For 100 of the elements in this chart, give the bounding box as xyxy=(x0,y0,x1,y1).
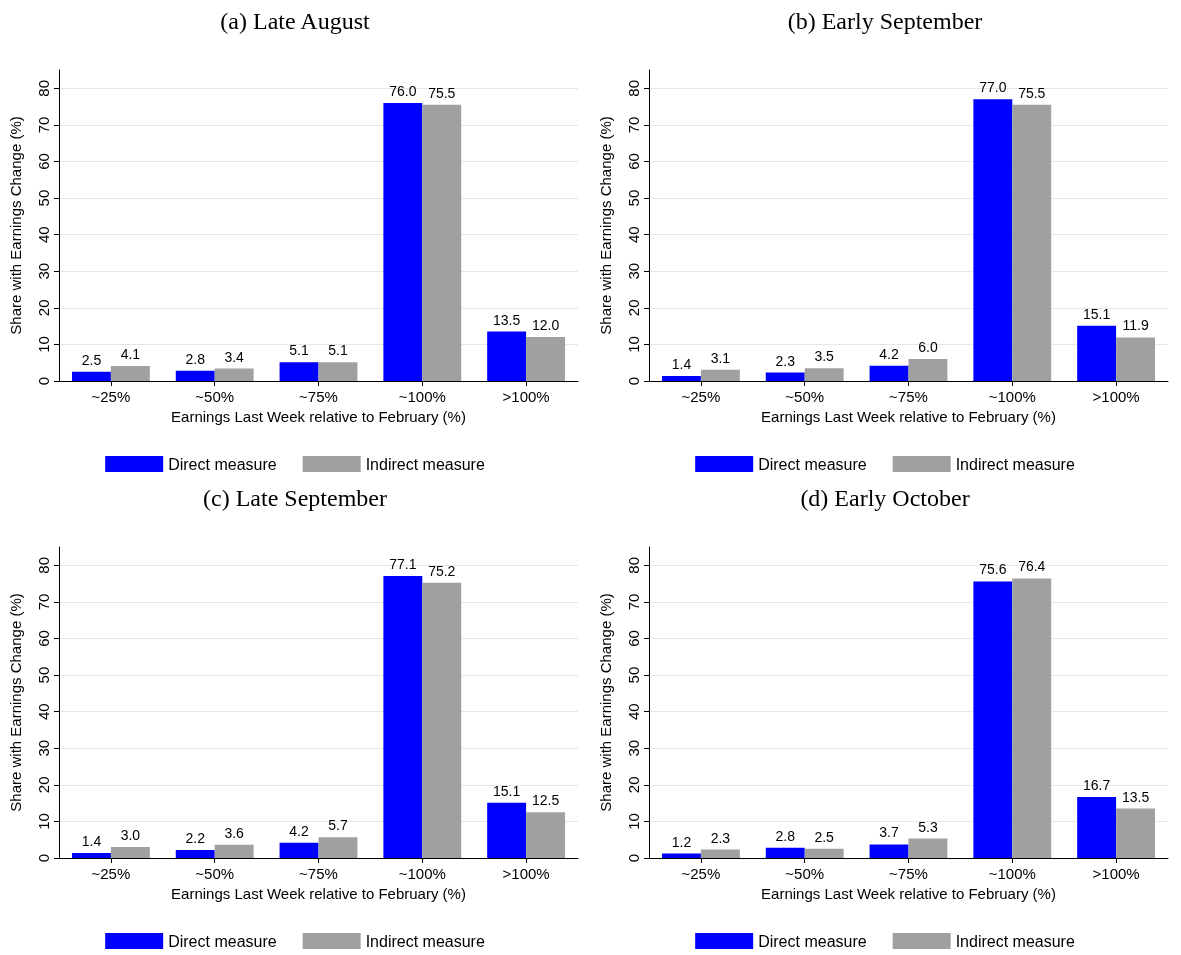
y-tick-label: 70 xyxy=(625,593,642,611)
chart-title: (c) Late September xyxy=(203,485,387,511)
y-tick-label: 0 xyxy=(625,853,642,863)
chart-title: (b) Early September xyxy=(787,8,983,34)
y-tick-label: 30 xyxy=(35,262,52,280)
y-tick-label: 20 xyxy=(625,776,642,794)
data-label: 2.5 xyxy=(814,828,835,845)
data-label: 2.3 xyxy=(710,829,731,846)
bar xyxy=(661,853,701,858)
bar xyxy=(279,362,319,381)
y-tick-label: 50 xyxy=(35,666,52,684)
y-tick-label: 70 xyxy=(35,116,52,134)
bar xyxy=(700,369,740,381)
y-tick-label: 40 xyxy=(35,226,52,243)
bar xyxy=(383,575,423,858)
bar xyxy=(487,802,527,858)
data-label: 16.7 xyxy=(1083,776,1111,793)
y-tick-label: 40 xyxy=(35,703,52,720)
data-label: 76.0 xyxy=(389,82,417,99)
x-tick-label: >100% xyxy=(1092,865,1140,882)
x-tick-label: ~25% xyxy=(681,388,721,405)
bar xyxy=(869,844,909,858)
x-tick-label: ~100% xyxy=(398,865,446,882)
y-tick-label: 10 xyxy=(35,813,52,830)
data-label: 2.8 xyxy=(775,827,796,844)
y-tick-label: 10 xyxy=(625,813,642,830)
bar xyxy=(1077,325,1117,381)
bar xyxy=(318,362,358,381)
x-tick-label: ~100% xyxy=(398,388,446,405)
bar xyxy=(279,842,319,858)
data-label: 5.3 xyxy=(918,818,938,835)
bar xyxy=(318,837,358,858)
bar xyxy=(1116,808,1156,858)
legend-label: Direct measure xyxy=(168,932,277,950)
chart-title: (a) Late August xyxy=(220,8,370,34)
data-label: 75.5 xyxy=(428,84,456,101)
y-tick-label: 10 xyxy=(35,336,52,353)
x-tick-label: ~25% xyxy=(91,388,131,405)
data-label: 2.3 xyxy=(775,352,796,369)
chart-title: (d) Early October xyxy=(800,485,970,511)
x-tick-label: ~100% xyxy=(988,388,1036,405)
y-tick-label: 40 xyxy=(625,226,642,243)
x-tick-label: ~25% xyxy=(91,865,131,882)
bar xyxy=(973,99,1013,381)
x-axis-title: Earnings Last Week relative to February (%) xyxy=(761,885,1056,902)
x-tick-label: ~75% xyxy=(889,388,928,405)
y-tick-label: 60 xyxy=(625,630,642,647)
data-label: 2.8 xyxy=(185,350,206,367)
x-tick-label: ~100% xyxy=(988,865,1036,882)
data-label: 77.0 xyxy=(979,79,1007,96)
bar xyxy=(214,844,254,858)
bar xyxy=(700,849,740,858)
y-tick-label: 0 xyxy=(35,376,52,386)
y-tick-label: 80 xyxy=(625,556,642,574)
data-label: 77.1 xyxy=(389,555,417,572)
bar xyxy=(487,331,527,381)
x-axis-title: Earnings Last Week relative to February (%) xyxy=(761,408,1056,425)
bar xyxy=(175,849,215,858)
y-tick-label: 70 xyxy=(625,116,642,134)
data-label: 4.2 xyxy=(289,822,309,839)
data-label: 3.1 xyxy=(710,349,731,366)
legend-label: Indirect measure xyxy=(365,932,485,950)
y-tick-label: 10 xyxy=(625,336,642,353)
y-tick-label: 30 xyxy=(35,739,52,757)
y-tick-label: 30 xyxy=(625,739,642,757)
bar xyxy=(1116,337,1156,381)
x-tick-label: ~75% xyxy=(889,865,928,882)
bar xyxy=(422,104,462,381)
data-label: 6.0 xyxy=(918,339,938,356)
bar xyxy=(908,838,948,858)
data-label: 4.2 xyxy=(879,345,899,362)
x-axis-title: Earnings Last Week relative to February (%) xyxy=(171,408,466,425)
y-axis-title: Share with Earnings Change (%) xyxy=(7,116,24,335)
data-label: 5.1 xyxy=(289,342,309,359)
y-axis-title: Share with Earnings Change (%) xyxy=(597,593,614,812)
data-label: 75.2 xyxy=(428,562,456,579)
bar xyxy=(1012,578,1052,858)
data-label: 2.5 xyxy=(81,351,102,368)
y-tick-label: 50 xyxy=(625,189,642,207)
data-label: 1.4 xyxy=(81,832,102,849)
legend-label: Indirect measure xyxy=(955,932,1075,950)
bar xyxy=(526,337,566,381)
data-label: 12.5 xyxy=(531,792,560,809)
y-tick-label: 80 xyxy=(35,79,52,97)
data-label: 4.1 xyxy=(120,346,141,362)
x-axis-title: Earnings Last Week relative to February (%) xyxy=(171,885,466,902)
data-label: 1.2 xyxy=(671,833,692,850)
data-label: 76.4 xyxy=(1018,558,1046,575)
data-label: 15.1 xyxy=(493,782,521,799)
data-label: 13.5 xyxy=(1121,788,1150,805)
bar xyxy=(908,359,948,381)
y-tick-label: 50 xyxy=(625,666,642,684)
data-label: 12.0 xyxy=(531,317,560,334)
bar xyxy=(973,581,1013,858)
bar xyxy=(1012,104,1052,381)
data-label: 3.6 xyxy=(224,824,245,841)
data-label: 5.1 xyxy=(328,342,348,359)
y-tick-label: 80 xyxy=(35,556,52,574)
legend-label: Indirect measure xyxy=(365,455,485,473)
data-label: 15.1 xyxy=(1083,305,1111,322)
